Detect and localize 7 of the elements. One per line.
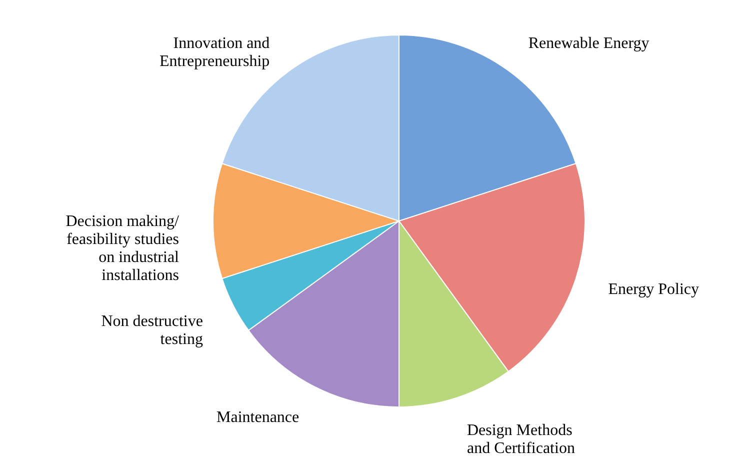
- slice-label: Decision making/ feasibility studies on industrial installations: [66, 213, 180, 284]
- slice-label: Design Methods and Certification: [466, 422, 575, 458]
- slice-label: Innovation and Entrepreneurship: [160, 35, 270, 70]
- slice-label: Maintenance: [216, 409, 300, 426]
- slice-label: Renewable Energy: [528, 35, 650, 52]
- slice-label: Energy Policy: [608, 280, 700, 298]
- slice-label: Non destructive testing: [101, 312, 203, 348]
